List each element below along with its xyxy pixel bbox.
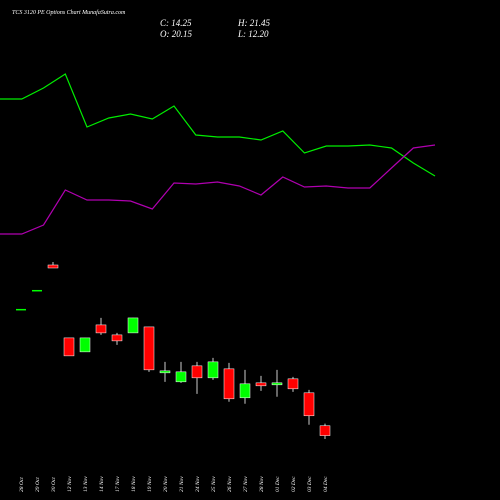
x-tick-label: 28 Oct — [19, 477, 25, 492]
candle-body — [271, 382, 283, 386]
candle-body — [63, 337, 75, 357]
candle-body — [239, 383, 251, 399]
candle-body — [191, 365, 203, 379]
chart-title: TCS 3120 PE Options Chart MunafaSutra.co… — [12, 9, 126, 16]
candle-body — [95, 324, 107, 334]
x-tick-label: 26 Nov — [227, 476, 233, 492]
x-tick-label: 17 Nov — [115, 476, 121, 492]
x-tick-label: 13 Nov — [83, 476, 89, 492]
x-tick-label: 24 Nov — [194, 476, 201, 492]
candle-body — [255, 382, 267, 387]
x-tick-label: 20 Nov — [163, 476, 169, 492]
open-label: O: 20.15 — [160, 29, 192, 39]
x-tick-label: 02 Dec — [291, 476, 297, 492]
x-tick-label: 12 Nov — [67, 476, 73, 492]
candle-body — [223, 368, 235, 400]
candle-body — [159, 370, 171, 374]
x-tick-label: 01 Dec — [275, 476, 281, 492]
candle-body — [287, 378, 299, 390]
line-series — [0, 144, 436, 235]
line-series — [0, 73, 436, 177]
x-tick-label: 25 Nov — [211, 476, 217, 492]
x-tick-label: 14 Nov — [98, 476, 105, 492]
candle-body — [303, 392, 315, 417]
x-tick-label: 21 Nov — [179, 476, 185, 492]
x-tick-label: 04 Dec — [322, 476, 329, 492]
candle-body — [16, 308, 26, 311]
x-tick-label: 30 Oct — [51, 477, 57, 493]
candle-body — [111, 334, 123, 342]
candle-body — [207, 361, 219, 379]
x-tick-label: 29 Oct — [35, 477, 41, 492]
low-label: L: 12.20 — [237, 29, 269, 39]
x-tick-label: 18 Nov — [131, 476, 137, 492]
candle-body — [47, 264, 59, 269]
candle-body — [32, 289, 42, 292]
close-label: C: 14.25 — [160, 18, 192, 28]
candle-body — [79, 337, 91, 353]
x-tick-label: 27 Nov — [243, 476, 249, 492]
candle-body — [127, 317, 139, 334]
x-tick-label: 03 Dec — [307, 476, 313, 492]
candle-body — [175, 371, 187, 383]
x-tick-label: 28 Nov — [259, 476, 265, 492]
high-label: H: 21.45 — [237, 18, 270, 28]
x-tick-label: 19 Nov — [147, 476, 153, 492]
candle-body — [143, 326, 155, 371]
candle-body — [319, 425, 331, 436]
